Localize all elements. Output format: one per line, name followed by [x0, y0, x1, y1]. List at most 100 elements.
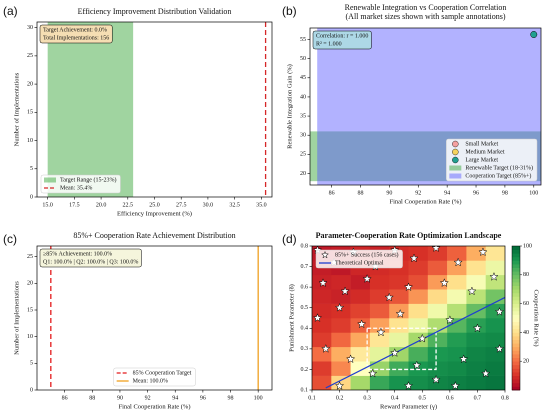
optimal-region [366, 327, 437, 371]
heatmap-cell [350, 361, 371, 376]
star-marker [334, 302, 345, 312]
star-marker [321, 343, 331, 353]
colorbar-slice [512, 282, 520, 286]
colorbar-slice [512, 264, 520, 268]
colorbar-slice [512, 346, 520, 351]
star-marker [478, 247, 488, 257]
x-tick-label: 88 [89, 395, 95, 401]
span [47, 22, 134, 197]
legend-swatch [452, 140, 459, 148]
heatmap-cell [369, 375, 390, 390]
colorbar-slice [512, 350, 520, 355]
axes-frame [311, 245, 506, 391]
colorbar-slice [512, 328, 520, 333]
colorbar-slice [512, 368, 520, 373]
star-marker [431, 246, 441, 253]
colorbar-slice [512, 249, 520, 254]
heatmap-cell [369, 289, 390, 304]
colorbar-slice [512, 379, 520, 384]
annotation-text: Total Implementations: 156 [43, 35, 109, 41]
legend-swatch [452, 156, 459, 164]
plot-area [50, 246, 259, 390]
heatmap-cell [427, 303, 448, 319]
x-tick-label: 100 [254, 395, 263, 401]
legend-label: Medium Market [465, 149, 504, 155]
panel-label: (d) [282, 232, 297, 246]
heatmap-cell [369, 274, 390, 290]
heatmap-cell [312, 318, 332, 333]
star-marker [450, 380, 461, 390]
x-axis-label: Final Cooperation Rate (%) [118, 403, 190, 410]
x-tick-label: 100 [529, 190, 538, 196]
colorbar-slice [512, 382, 520, 387]
heatmap-cell [312, 289, 332, 304]
star-marker [367, 368, 378, 378]
colorbar-slice [512, 289, 520, 294]
y-tick-label: 15 [27, 307, 33, 313]
star-marker [345, 354, 356, 364]
star-marker [472, 323, 483, 333]
x-tick-label: 35.0 [256, 202, 267, 208]
heatmap-cell [485, 303, 505, 319]
chart-title: Parameter-Cooperation Rate Optimization … [316, 231, 502, 240]
heatmap-cell [331, 318, 351, 333]
x-axis-label: Final Cooperation Rate (%) [389, 198, 461, 205]
heatmap-cell [350, 346, 371, 362]
y-tick-label: 0.8 [301, 243, 309, 249]
annotation-text: Correlation: r = 1.000 [316, 33, 368, 39]
heatmap-cell [485, 318, 505, 333]
x-tick-label: 98 [228, 395, 234, 401]
annotation-text: ≥85% Achievement: 100.0% [43, 251, 112, 257]
x-tick-label: 0.7 [474, 395, 482, 401]
scatter-point [530, 31, 538, 38]
legend: Small Market Medium Market Large MarketRen… [446, 138, 538, 182]
colorbar-slice [512, 307, 520, 312]
y-tick-label: 20 [27, 281, 33, 287]
heatmap-cell [331, 361, 351, 376]
y-tick-label: 0 [30, 194, 33, 200]
legend-swatch [452, 148, 459, 156]
heatmap-cell [389, 274, 409, 290]
star-marker [494, 306, 505, 316]
heatmap-cell [485, 246, 505, 261]
star-marker [494, 343, 505, 353]
heatmap-cell [447, 260, 467, 276]
heatmap-cell [331, 303, 351, 319]
star-marker [403, 380, 414, 390]
x-axis-label: Efficiency Improvement (%) [117, 210, 192, 217]
colorbar-slice [512, 285, 520, 290]
x-axis-label: Reward Parameter (γ) [380, 403, 437, 410]
annotation-text: Target Achievement: 0.0% [43, 27, 107, 33]
heatmap-cell [312, 361, 332, 376]
star-marker [445, 315, 455, 325]
heatmap-cell [485, 260, 505, 276]
legend-label: Mean: 100.0% [133, 378, 168, 384]
x-tick-label: 94 [172, 395, 178, 401]
y-axis-label: Renewable Integration Gain (%) [286, 64, 293, 149]
x-tick-label: 30.0 [203, 202, 214, 208]
legend-label: Renewable Target (18-31%) [465, 164, 533, 171]
heatmap-cell [408, 289, 429, 304]
star-marker [431, 374, 441, 384]
star-marker [376, 327, 386, 337]
legend-label: Large Market [465, 157, 498, 163]
colorbar-slice [512, 364, 520, 369]
y-tick-label: 40 [300, 94, 306, 100]
chart-title: Efficiency Improvement Distribution Vali… [78, 7, 232, 16]
plot-area [312, 246, 505, 390]
heatmap-cell [312, 346, 332, 362]
x-tick-label: 90 [117, 395, 123, 401]
annotation-text: Q1: 100.0% | Q2: 100.0% | Q3: 100.0% [43, 259, 138, 265]
x-tick-label: 17.5 [69, 202, 80, 208]
legend: Target Range (15-23%) Mean: 35.4% [40, 174, 121, 194]
colorbar-slice [512, 278, 520, 283]
legend-swatch [449, 173, 462, 179]
y-tick-label: 25 [300, 152, 306, 158]
colorbar-slice [512, 267, 520, 272]
panel-label: (a) [3, 4, 18, 18]
axes-frame [309, 27, 542, 186]
y-tick-label: 20 [27, 81, 33, 87]
y-tick-label: 15 [27, 110, 33, 116]
heatmap-cell [485, 332, 505, 348]
colorbar-tick-label: 20 [523, 359, 529, 365]
